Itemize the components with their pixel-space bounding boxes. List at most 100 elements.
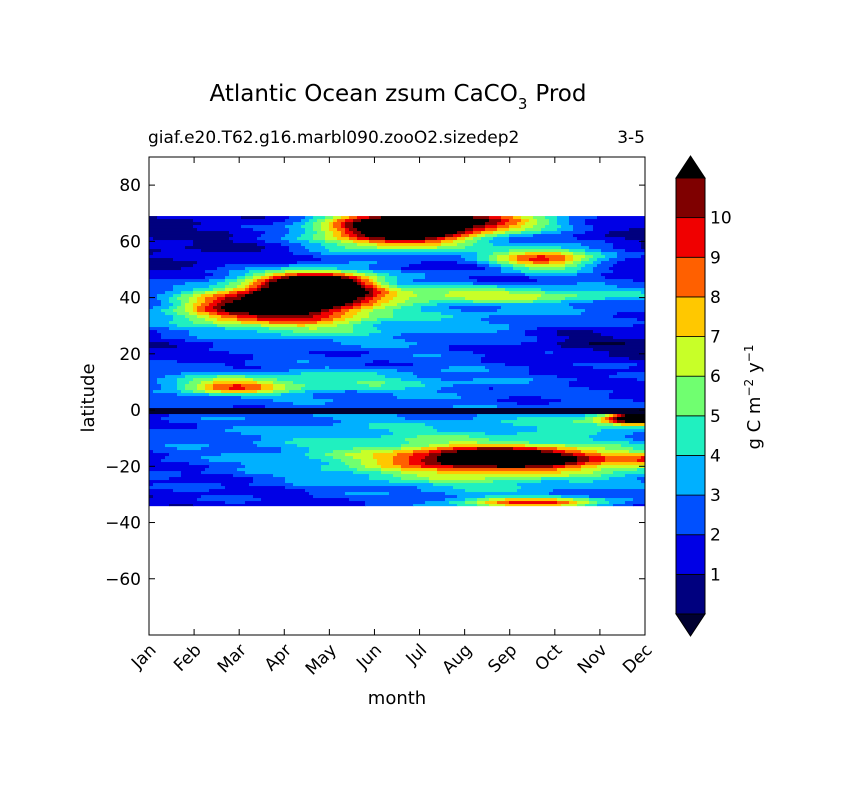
contour-cell bbox=[217, 309, 226, 313]
contour-cell bbox=[501, 219, 510, 223]
contour-cell bbox=[549, 261, 566, 265]
contour-cell bbox=[233, 300, 354, 304]
contour-cell bbox=[149, 378, 158, 382]
contour-cell bbox=[313, 225, 322, 229]
contour-cell bbox=[573, 255, 586, 259]
contour-cell bbox=[585, 222, 646, 226]
contour-cell bbox=[377, 288, 386, 292]
contour-cell bbox=[473, 378, 534, 382]
contour-cell bbox=[393, 315, 454, 319]
contour-cell bbox=[529, 366, 594, 370]
contour-cell bbox=[245, 267, 282, 271]
contour-cell bbox=[245, 375, 386, 379]
contour-cell bbox=[161, 300, 170, 304]
contour-cell bbox=[485, 267, 502, 271]
contour-cell bbox=[381, 471, 402, 475]
contour-cell bbox=[281, 333, 370, 337]
contour-cell bbox=[209, 303, 218, 307]
contour-cell bbox=[333, 423, 370, 427]
contour-cell bbox=[585, 255, 594, 259]
contour-cell bbox=[285, 387, 302, 391]
contour-cell bbox=[253, 477, 286, 481]
contour-cell bbox=[149, 315, 174, 319]
contour-cell bbox=[481, 360, 646, 364]
contour-cell bbox=[461, 234, 470, 238]
contour-cell bbox=[233, 288, 246, 292]
contour-cell bbox=[353, 279, 358, 283]
contour-cell bbox=[369, 216, 382, 220]
contour-cell bbox=[393, 462, 410, 466]
contour-cell bbox=[517, 417, 586, 421]
contour-cell bbox=[381, 435, 418, 439]
contour-cell bbox=[205, 276, 226, 280]
contour-cell bbox=[189, 297, 198, 301]
contour-cell bbox=[609, 414, 614, 418]
contour-cell bbox=[189, 318, 206, 322]
contour-cell bbox=[585, 264, 598, 268]
contour-cell bbox=[325, 219, 334, 223]
contour-cell bbox=[245, 273, 254, 277]
contour-cell bbox=[569, 219, 586, 223]
contour-cell bbox=[613, 414, 618, 418]
contour-cell bbox=[177, 447, 202, 451]
contour-cell bbox=[309, 456, 334, 460]
contour-cell bbox=[377, 246, 438, 250]
contour-cell bbox=[345, 219, 354, 223]
contour-cell bbox=[453, 315, 490, 319]
contour-cell bbox=[193, 294, 202, 298]
contour-cell bbox=[433, 426, 538, 430]
contour-cell bbox=[609, 396, 646, 400]
contour-cell bbox=[509, 396, 542, 400]
contour-cell bbox=[185, 306, 194, 310]
contour-cell bbox=[633, 447, 646, 451]
contour-cell bbox=[229, 282, 242, 286]
contour-cell bbox=[401, 471, 438, 475]
contour-cell bbox=[257, 444, 298, 448]
contour-cell bbox=[453, 447, 478, 451]
contour-cell bbox=[277, 378, 402, 382]
contour-cell bbox=[333, 225, 342, 229]
contour-cell bbox=[169, 306, 178, 310]
contour-cell bbox=[397, 279, 414, 283]
contour-cell bbox=[149, 453, 170, 457]
contour-cell bbox=[457, 393, 610, 397]
contour-cell bbox=[285, 480, 390, 484]
contour-cell bbox=[605, 459, 638, 463]
contour-cell bbox=[445, 234, 454, 238]
contour-cell bbox=[225, 276, 238, 280]
colorbar-tick-label: 5 bbox=[710, 407, 721, 427]
contour-cell bbox=[469, 276, 530, 280]
contour-cell bbox=[301, 225, 314, 229]
contour-cell bbox=[389, 360, 482, 364]
contour-cell bbox=[589, 342, 626, 346]
contour-cell bbox=[149, 444, 166, 448]
contour-cell bbox=[389, 300, 406, 304]
contour-cell bbox=[633, 504, 646, 507]
contour-cell bbox=[301, 234, 314, 238]
contour-cell bbox=[333, 234, 342, 238]
contour-cell bbox=[265, 279, 270, 283]
contour-cell bbox=[193, 309, 198, 313]
contour-cell bbox=[205, 306, 214, 310]
contour-cell bbox=[353, 240, 370, 244]
contour-cell bbox=[609, 477, 638, 481]
contour-cell bbox=[569, 501, 578, 505]
contour-cell bbox=[261, 438, 294, 442]
contour-cell bbox=[285, 270, 342, 274]
contour-cell bbox=[149, 252, 154, 256]
contour-cell bbox=[561, 345, 646, 349]
contour-cell bbox=[629, 366, 646, 370]
contour-cell bbox=[149, 294, 158, 298]
contour-cell bbox=[605, 255, 618, 259]
contour-cell bbox=[149, 471, 182, 475]
contour-cell bbox=[405, 339, 538, 343]
contour-cell bbox=[381, 282, 390, 286]
contour-cell bbox=[149, 432, 242, 436]
contour-cell bbox=[393, 456, 410, 460]
contour-cell bbox=[149, 273, 214, 277]
contour-cell bbox=[361, 318, 378, 322]
contour-cell bbox=[381, 468, 402, 472]
contour-cell bbox=[185, 387, 198, 391]
contour-cell bbox=[425, 456, 438, 460]
contour-cell bbox=[305, 453, 326, 457]
